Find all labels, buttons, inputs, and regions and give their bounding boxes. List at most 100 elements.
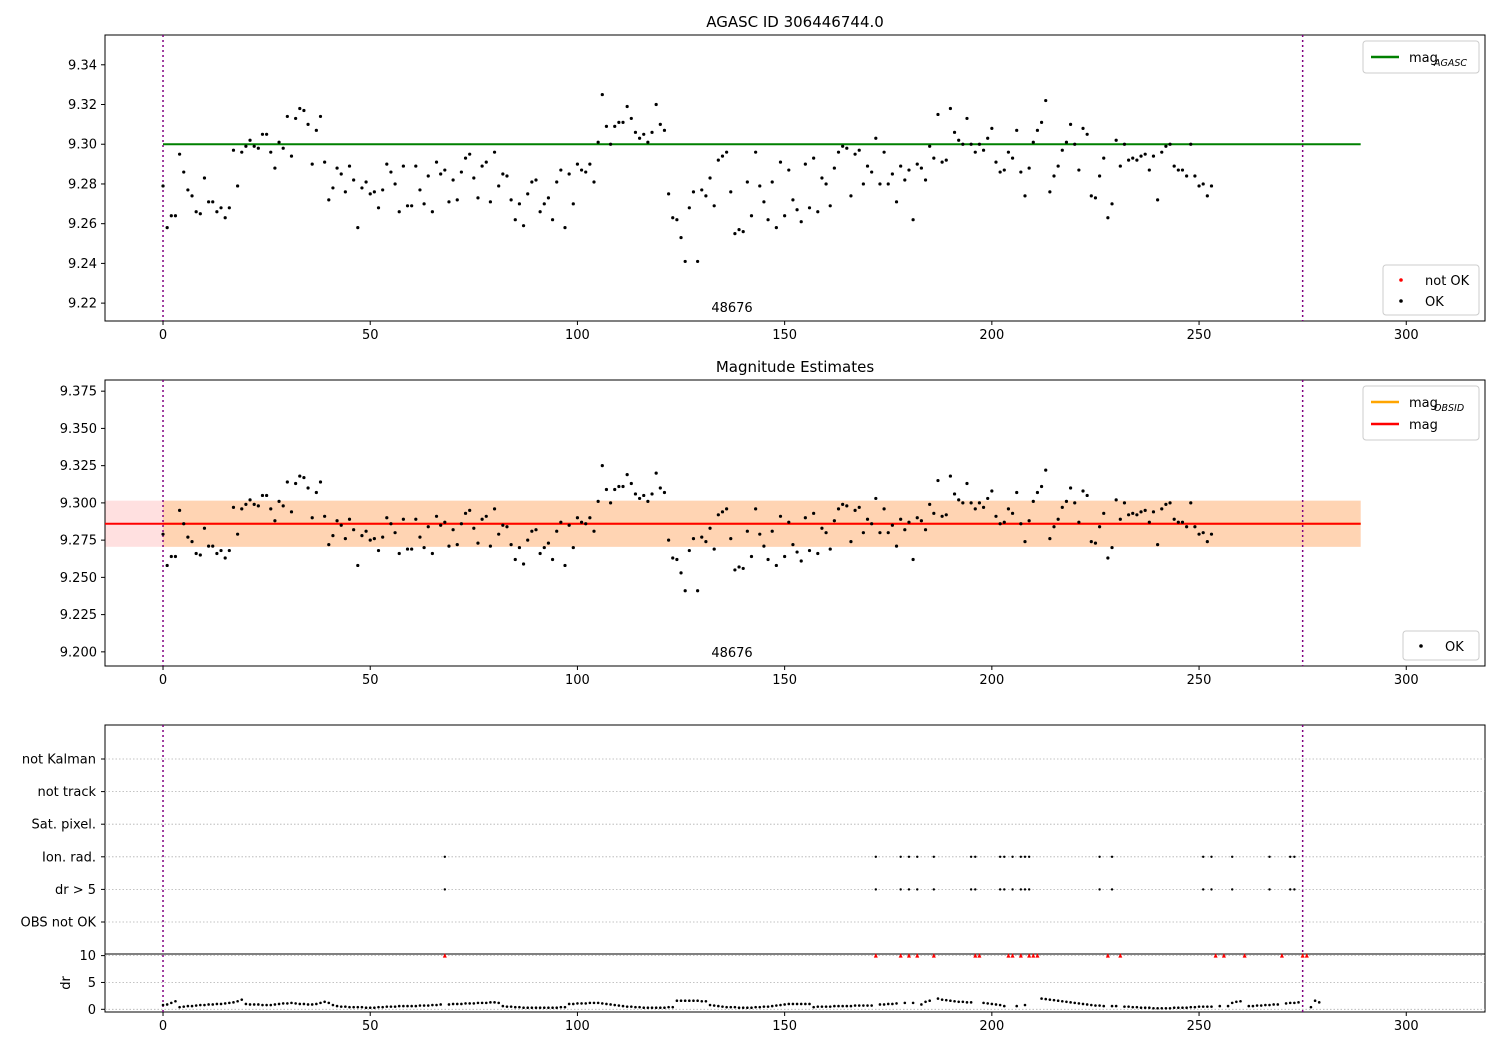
dr-point: [700, 999, 704, 1003]
panel2-legend-points: OK: [1402, 630, 1480, 661]
y-tick-label: 9.34: [68, 58, 97, 73]
data-point: [836, 507, 841, 511]
data-point: [625, 104, 629, 109]
data-point: [1193, 174, 1197, 178]
data-point: [799, 559, 803, 563]
dr-point: [903, 1001, 907, 1005]
dr-point: [555, 1006, 559, 1010]
data-point: [248, 138, 252, 142]
panel2-points: [161, 464, 1214, 593]
dr-point: [675, 999, 679, 1003]
dr-point: [845, 1004, 849, 1008]
data-point: [310, 162, 314, 166]
dr-point: [174, 999, 177, 1003]
data-point: [285, 480, 289, 484]
data-point: [812, 511, 816, 515]
data-point: [426, 525, 430, 529]
dr-point: [725, 1005, 728, 1009]
data-point: [1019, 522, 1023, 526]
dr-point: [750, 1006, 753, 1010]
flag-point: [874, 888, 878, 891]
data-point: [240, 507, 244, 511]
data-point: [816, 210, 820, 214]
data-point: [584, 170, 588, 174]
data-point: [849, 194, 853, 198]
data-point: [783, 554, 787, 559]
legend-label: mag: [1409, 418, 1438, 433]
dr-point: [1127, 1005, 1130, 1008]
dr-point: [949, 999, 952, 1003]
data-point: [343, 537, 347, 541]
dr-point: [1201, 1005, 1205, 1008]
dr-point: [335, 1004, 339, 1008]
dr-point: [663, 1006, 666, 1010]
data-point: [1064, 140, 1069, 144]
data-point: [642, 493, 646, 498]
data-point: [1093, 541, 1098, 545]
data-point: [625, 472, 629, 477]
data-point: [799, 220, 803, 224]
dr-point: [605, 1002, 608, 1006]
data-point: [323, 160, 327, 164]
data-point: [492, 507, 497, 511]
dr-clipped-marker: [1035, 953, 1040, 958]
data-point: [1023, 194, 1027, 198]
dr-axis-label: dr: [59, 976, 74, 990]
data-point: [940, 514, 944, 518]
data-point: [803, 516, 807, 520]
data-point: [1209, 532, 1214, 536]
data-point: [389, 170, 393, 174]
panel1-annotation: 48676: [711, 301, 752, 316]
data-point: [530, 180, 534, 184]
legend-label: mag: [1409, 51, 1438, 66]
data-point: [1081, 489, 1085, 493]
data-point: [397, 551, 401, 556]
x-tick-label: 100: [565, 1019, 590, 1034]
data-point: [488, 544, 493, 548]
data-point: [463, 156, 468, 160]
data-point: [534, 528, 538, 532]
legend-subscript: AGASC: [1433, 58, 1467, 69]
data-point: [667, 192, 671, 196]
data-point: [700, 188, 704, 192]
data-point: [712, 204, 716, 208]
flag-point: [1110, 855, 1114, 858]
dr-point: [779, 1003, 782, 1007]
data-point: [376, 548, 381, 553]
data-point: [608, 142, 613, 146]
flag-point: [1289, 888, 1292, 891]
panel3-dr-points: [161, 953, 1321, 1010]
data-point: [236, 184, 240, 188]
data-point: [861, 182, 865, 186]
data-point: [596, 140, 600, 144]
flag-point: [1210, 855, 1213, 858]
dr-point: [717, 1004, 720, 1008]
dr-point: [1239, 999, 1242, 1003]
flag-point: [932, 855, 936, 858]
data-point: [832, 519, 836, 523]
data-point: [1077, 520, 1081, 524]
dr-point: [642, 1006, 646, 1010]
data-point: [1019, 170, 1023, 174]
data-point: [845, 504, 849, 508]
data-point: [621, 484, 625, 489]
data-point: [173, 214, 178, 218]
y-tick-label: 9.275: [60, 534, 97, 549]
dr-point: [356, 1005, 360, 1009]
data-point: [364, 529, 368, 533]
dr-point: [518, 1005, 521, 1009]
dr-point: [178, 1005, 181, 1009]
dr-point: [497, 1001, 500, 1005]
data-point: [667, 538, 671, 542]
data-point: [177, 508, 182, 512]
y-tick-label: 9.26: [68, 217, 97, 232]
data-point: [961, 501, 965, 505]
data-point: [418, 535, 422, 539]
dr-point: [729, 1005, 733, 1009]
data-point: [414, 164, 418, 168]
panel-agasc: AGASC ID 306446744.0 48676 9.22 9.24 9.26 9…: [68, 13, 1486, 343]
data-point: [762, 544, 766, 548]
data-point: [795, 208, 799, 212]
data-point: [733, 232, 737, 236]
dr-point: [1094, 1004, 1097, 1007]
